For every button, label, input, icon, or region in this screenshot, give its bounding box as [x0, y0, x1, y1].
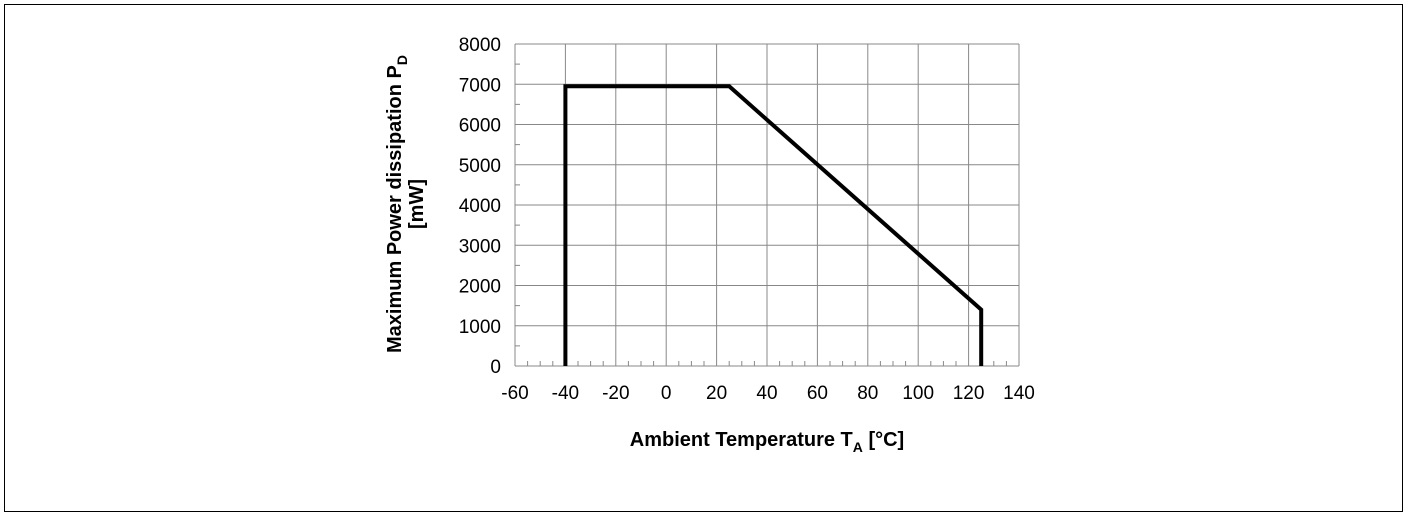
x-axis-label-main: Ambient Temperature T	[630, 429, 853, 451]
series-line	[563, 84, 984, 366]
x-tick-label: 0	[661, 383, 672, 404]
grid	[514, 43, 1020, 367]
x-tick-label: 100	[902, 383, 934, 404]
y-axis-label: Maximum Power dissipation PD	[384, 55, 410, 353]
x-axis-label: Ambient Temperature TA [°C]	[630, 429, 904, 455]
y-tick-label: 5000	[459, 156, 501, 177]
y-tick-label: 3000	[459, 236, 501, 257]
x-axis-label-subscript: A	[853, 439, 863, 455]
x-tick-label: 40	[756, 383, 777, 404]
x-tick-label: 120	[953, 383, 985, 404]
x-tick-label: -20	[602, 383, 629, 404]
y-tick-label: 8000	[459, 35, 501, 56]
x-tick-label: -60	[501, 383, 528, 404]
minor-ticks	[515, 63, 1007, 366]
x-tick-labels: -60 -40 -20 0 20 40 60 80 100 120 140	[501, 383, 1035, 404]
x-axis-label-unit: [°C]	[863, 429, 904, 451]
y-axis-label-subscript: D	[394, 55, 410, 65]
y-tick-labels: 0 1000 2000 3000 4000 5000 6000 7000 8000	[459, 35, 501, 378]
y-tick-label: 2000	[459, 277, 501, 298]
y-axis-label-main: Maximum Power dissipation P	[384, 65, 406, 353]
series-layer	[563, 84, 984, 366]
x-tick-label: 80	[857, 383, 878, 404]
chart-frame	[4, 4, 1403, 512]
x-tick-label: 60	[807, 383, 828, 404]
y-tick-label: 4000	[459, 196, 501, 217]
x-tick-label: 140	[1003, 383, 1035, 404]
y-tick-label: 7000	[459, 75, 501, 96]
x-tick-label: 20	[706, 383, 727, 404]
y-axis-unit: [mW]	[406, 179, 428, 229]
y-tick-label: 0	[490, 357, 501, 378]
y-tick-label: 1000	[459, 317, 501, 338]
x-tick-label: -40	[552, 383, 579, 404]
y-tick-label: 6000	[459, 116, 501, 137]
